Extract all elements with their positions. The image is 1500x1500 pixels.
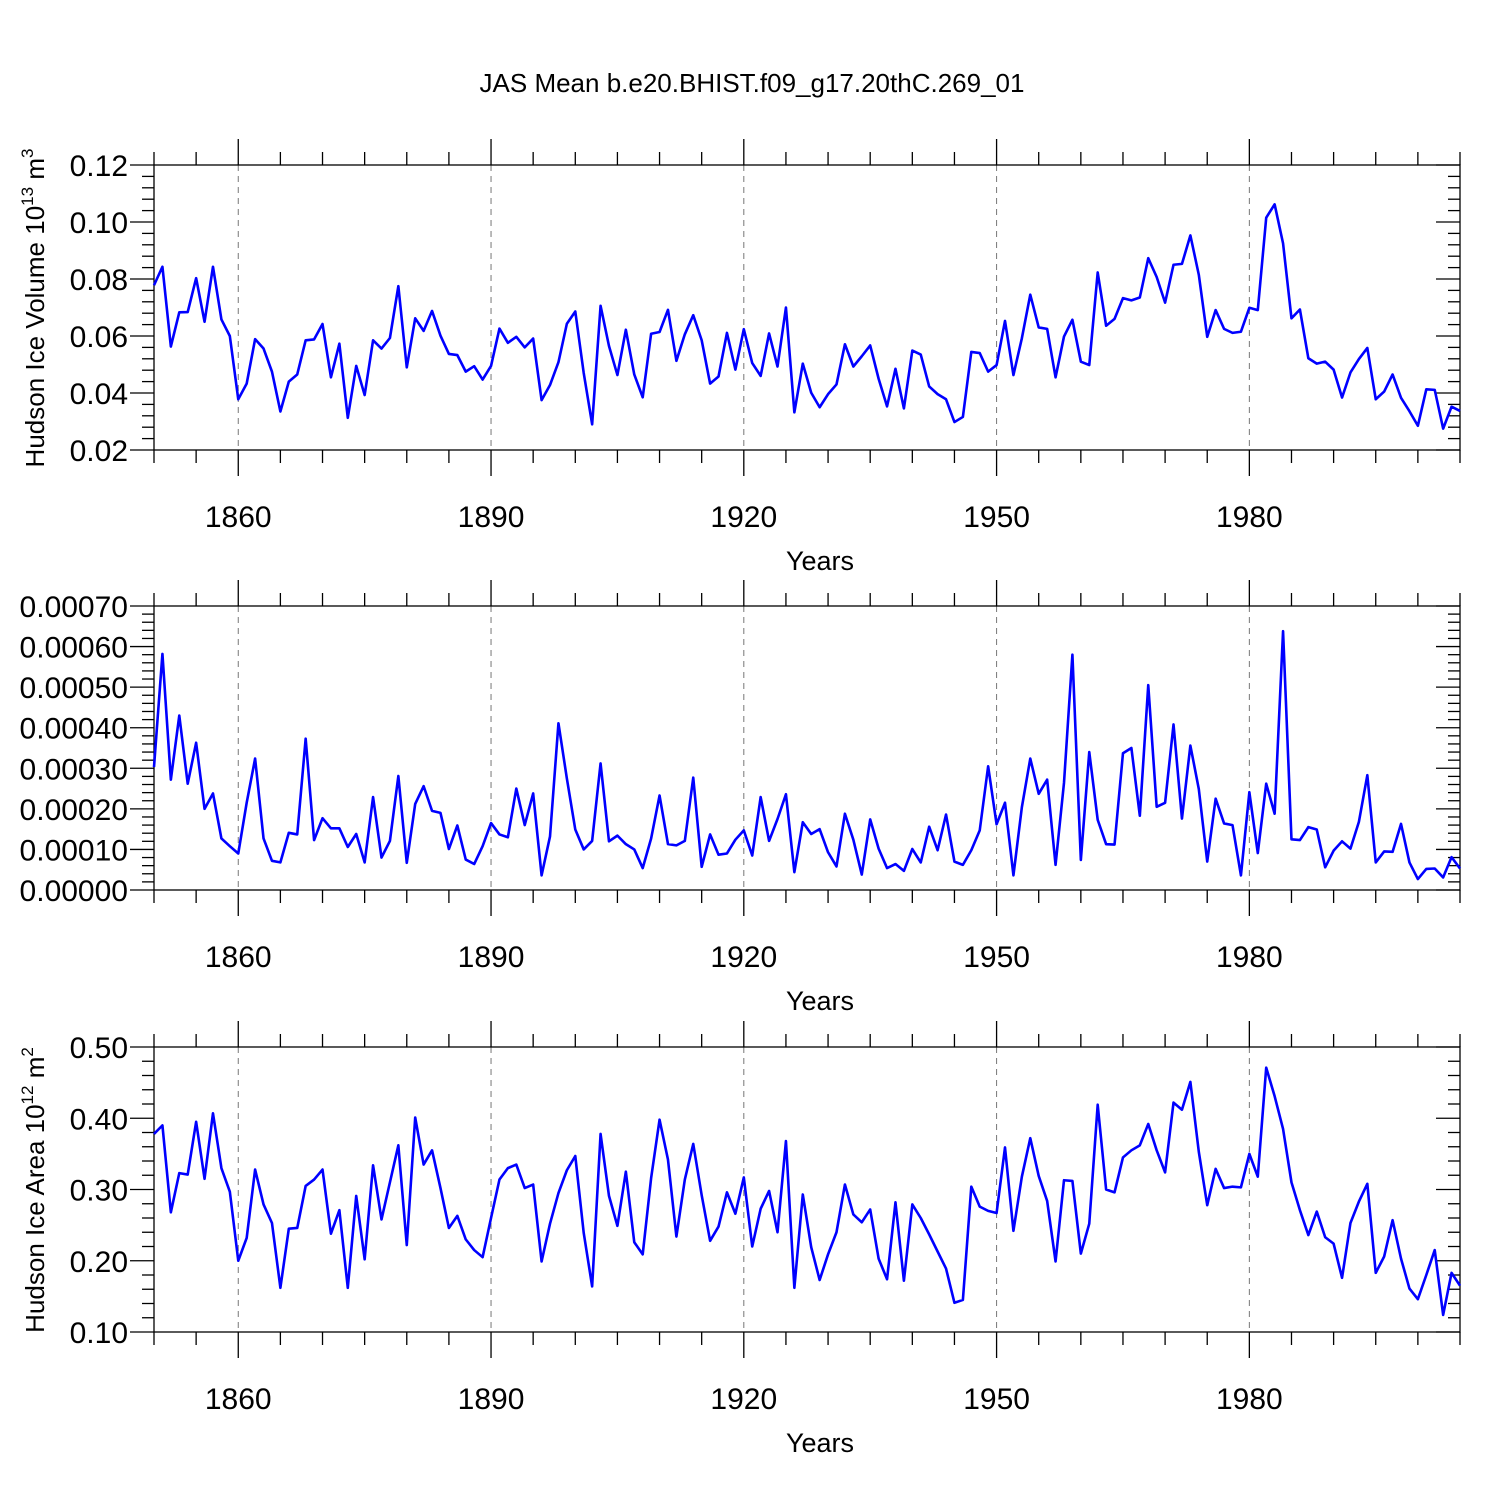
x-tick-label: 1860	[205, 1383, 272, 1416]
x-tick-label: 1920	[710, 941, 777, 974]
y-tick-label: 0.12	[70, 150, 128, 183]
x-axis-label: Years	[786, 546, 854, 576]
x-tick-label: 1950	[963, 501, 1030, 534]
y-tick-label: 0.00060	[20, 632, 128, 665]
y-tick-label: 0.40	[70, 1103, 128, 1136]
y-tick-label: 0.06	[70, 321, 128, 354]
panel-ice-volume: 1860 1890 1920 1950 1980 Years 0.02 0.04 0.06 0.0…	[18, 139, 1461, 576]
x-tick-label: 1890	[458, 501, 525, 534]
x-tick-label: 1890	[458, 941, 525, 974]
plot-frame	[153, 164, 1461, 451]
x-tick-label: 1860	[205, 941, 272, 974]
x-tick-label: 1920	[710, 501, 777, 534]
x-tick-label: 1950	[963, 1383, 1030, 1416]
y-tick-label: 0.00050	[20, 672, 128, 705]
x-tick-label: 1980	[1216, 501, 1283, 534]
y-tick-label: 0.50	[70, 1032, 128, 1065]
x-tick-label: 1950	[963, 941, 1030, 974]
x-axis-label: Years	[786, 1428, 854, 1458]
y-tick-label: 0.02	[70, 435, 128, 468]
y-tick-label: 0.00030	[20, 753, 128, 786]
y-tick-label: 0.00070	[20, 591, 128, 624]
x-tick-label: 1920	[710, 1383, 777, 1416]
panels: 1860 1890 1920 1950 1980 Years 0.02 0.04 0.06 0.0…	[18, 139, 1462, 1458]
y-tick-label: 0.00040	[20, 713, 128, 746]
y-tick-label: 0.08	[70, 264, 128, 297]
y-axis-label: Hudson Ice Area 1012 m2	[18, 1047, 50, 1333]
x-tick-label: 1980	[1216, 941, 1283, 974]
y-tick-label: 0.20	[70, 1246, 128, 1279]
y-tick-label: 0.00000	[20, 875, 128, 908]
panel-ice-thickness-like: 1860 1890 1920 1950 1980 Years 0.00000 0.00010 0…	[20, 580, 1462, 1016]
x-tick-label: 1980	[1216, 1383, 1283, 1416]
series-line-ice-area	[153, 1066, 1462, 1317]
y-tick-label: 0.10	[70, 1317, 128, 1350]
series-line-ice-thickness-like	[152, 629, 1462, 881]
series-line-ice-volume	[152, 203, 1461, 430]
y-axis-label: Hudson Ice Volume 1013 m3	[18, 149, 50, 468]
y-tick-label: 0.00020	[20, 794, 128, 827]
y-tick-label: 0.10	[70, 207, 128, 240]
y-tick-label: 0.04	[70, 378, 128, 411]
y-tick-label: 0.30	[70, 1175, 128, 1208]
x-tick-label: 1860	[205, 501, 272, 534]
plot-frame	[153, 605, 1461, 891]
x-axis-label: Years	[786, 986, 854, 1016]
figure-title: JAS Mean b.e20.BHIST.f09_g17.20thC.269_0…	[480, 68, 1025, 98]
panel-ice-area: 1860 1890 1920 1950 1980 Years 0.10 0.20 0.30 0.4…	[18, 1021, 1462, 1458]
x-tick-label: 1890	[458, 1383, 525, 1416]
y-tick-label: 0.00010	[20, 834, 128, 867]
